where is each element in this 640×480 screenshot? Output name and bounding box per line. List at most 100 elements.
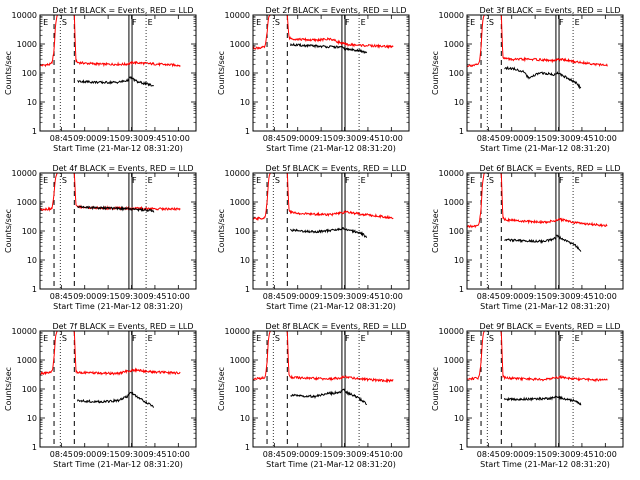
x-tick-label: 09:30 — [120, 134, 143, 143]
flag-letter: S — [489, 18, 494, 27]
x-tick-label: 10:00 — [380, 134, 403, 143]
chart-title: Det 8f BLACK = Events, RED = LLD — [265, 322, 406, 331]
chart-panel-7: Det 7f BLACK = Events, RED = LLD Counts/s… — [4, 322, 197, 469]
plot-frame — [252, 330, 410, 448]
chart-panel-4: Det 4f BLACK = Events, RED = LLD Counts/s… — [4, 164, 197, 311]
flag-letter: S — [489, 334, 494, 343]
y-axis-label: Counts/sec — [431, 51, 440, 95]
x-tick-label: 08:45 — [50, 450, 73, 459]
x-tick-label: 09:00 — [73, 450, 96, 459]
x-tick-label: 09:15 — [310, 450, 333, 459]
chart-title: Det 1f BLACK = Events, RED = LLD — [52, 6, 193, 15]
x-axis-label: Start Time (21-Mar-12 08:31:20) — [480, 144, 610, 153]
y-axis-label: Counts/sec — [4, 51, 13, 95]
flag-letter: E — [256, 334, 261, 343]
chart-title: Det 4f BLACK = Events, RED = LLD — [52, 164, 193, 173]
events-series-line — [290, 388, 367, 406]
x-tick-label: 09:15 — [97, 134, 120, 143]
plot-frame — [252, 172, 410, 290]
y-tick-label: 10000 — [12, 327, 37, 336]
x-tick-label: 09:00 — [286, 134, 309, 143]
y-tick-label: 10000 — [439, 327, 464, 336]
y-tick-label: 1 — [32, 127, 37, 136]
plot-frame — [252, 14, 410, 132]
x-tick-label: 10:00 — [594, 450, 617, 459]
y-axis-label: Counts/sec — [217, 51, 226, 95]
y-tick-label: 10 — [454, 98, 464, 107]
chart-title: Det 7f BLACK = Events, RED = LLD — [52, 322, 193, 331]
y-tick-label: 10000 — [439, 169, 464, 178]
chart-title: Det 5f BLACK = Events, RED = LLD — [265, 164, 406, 173]
chart-title: Det 6f BLACK = Events, RED = LLD — [479, 164, 620, 173]
chart-panel-2: Det 2f BLACK = Events, RED = LLD Counts/s… — [217, 6, 410, 153]
plot-frame — [39, 14, 197, 132]
flag-letter: E — [43, 176, 48, 185]
flag-letter: F — [132, 18, 137, 27]
flag-letter: F — [132, 176, 137, 185]
x-tick-label: 09:30 — [120, 450, 143, 459]
y-axis-label: Counts/sec — [4, 367, 13, 411]
y-tick-label: 1 — [459, 127, 464, 136]
x-tick-label: 09:45 — [356, 292, 379, 301]
y-tick-label: 10000 — [12, 11, 37, 20]
flag-letter: S — [275, 334, 280, 343]
y-tick-label: 1000 — [17, 356, 37, 365]
plot-frame — [466, 14, 624, 132]
x-tick-label: 08:45 — [477, 134, 500, 143]
x-tick-label: 09:15 — [310, 134, 333, 143]
events-series-line — [289, 42, 368, 54]
x-axis-label: Start Time (21-Mar-12 08:31:20) — [266, 460, 396, 469]
chart-panel-6: Det 6f BLACK = Events, RED = LLD Counts/s… — [431, 164, 624, 311]
y-tick-label: 1 — [245, 127, 250, 136]
flag-letter: F — [559, 176, 564, 185]
y-tick-label: 100 — [22, 385, 37, 394]
y-tick-label: 1 — [32, 443, 37, 452]
y-tick-label: 10 — [454, 414, 464, 423]
y-tick-label: 10 — [454, 256, 464, 265]
x-tick-label: 09:15 — [310, 292, 333, 301]
x-tick-label: 09:45 — [143, 292, 166, 301]
x-tick-label: 09:45 — [143, 134, 166, 143]
y-axis-label: Counts/sec — [4, 209, 13, 253]
x-tick-label: 09:00 — [286, 292, 309, 301]
events-series-line — [76, 391, 154, 408]
x-tick-label: 09:30 — [333, 134, 356, 143]
plot-frame — [39, 330, 197, 448]
y-tick-label: 1 — [245, 285, 250, 294]
flag-letter: S — [62, 334, 67, 343]
x-tick-label: 09:00 — [286, 450, 309, 459]
flag-letter: E — [361, 18, 366, 27]
x-tick-label: 09:15 — [524, 134, 547, 143]
y-tick-label: 10 — [27, 414, 37, 423]
flag-letter: E — [148, 18, 153, 27]
flag-letter: E — [361, 334, 366, 343]
x-axis-label: Start Time (21-Mar-12 08:31:20) — [266, 302, 396, 311]
flag-letter: S — [275, 176, 280, 185]
flag-letter: S — [489, 176, 494, 185]
y-tick-label: 1000 — [17, 198, 37, 207]
flag-letter: F — [132, 334, 137, 343]
x-tick-label: 09:45 — [570, 450, 593, 459]
x-tick-label: 09:00 — [73, 292, 96, 301]
x-tick-label: 09:15 — [524, 450, 547, 459]
chart-panel-1: Det 1f BLACK = Events, RED = LLD Counts/s… — [4, 6, 197, 153]
flag-letter: E — [148, 334, 153, 343]
y-tick-label: 1000 — [444, 198, 464, 207]
flag-letter: S — [62, 176, 67, 185]
y-tick-label: 10 — [27, 98, 37, 107]
y-axis-label: Counts/sec — [217, 209, 226, 253]
flag-letter: E — [43, 18, 48, 27]
x-tick-label: 09:15 — [524, 292, 547, 301]
events-series-line — [504, 234, 582, 252]
x-tick-label: 08:45 — [263, 450, 286, 459]
flag-letter: F — [345, 334, 350, 343]
flag-letter: E — [256, 176, 261, 185]
x-tick-label: 09:45 — [143, 450, 166, 459]
chart-panel-8: Det 8f BLACK = Events, RED = LLD Counts/s… — [217, 322, 410, 469]
x-tick-label: 08:45 — [50, 134, 73, 143]
chart-panel-5: Det 5f BLACK = Events, RED = LLD Counts/s… — [217, 164, 410, 311]
y-tick-label: 1 — [459, 443, 464, 452]
y-tick-label: 100 — [22, 227, 37, 236]
flag-letter: E — [43, 334, 48, 343]
y-tick-label: 1000 — [17, 40, 37, 49]
